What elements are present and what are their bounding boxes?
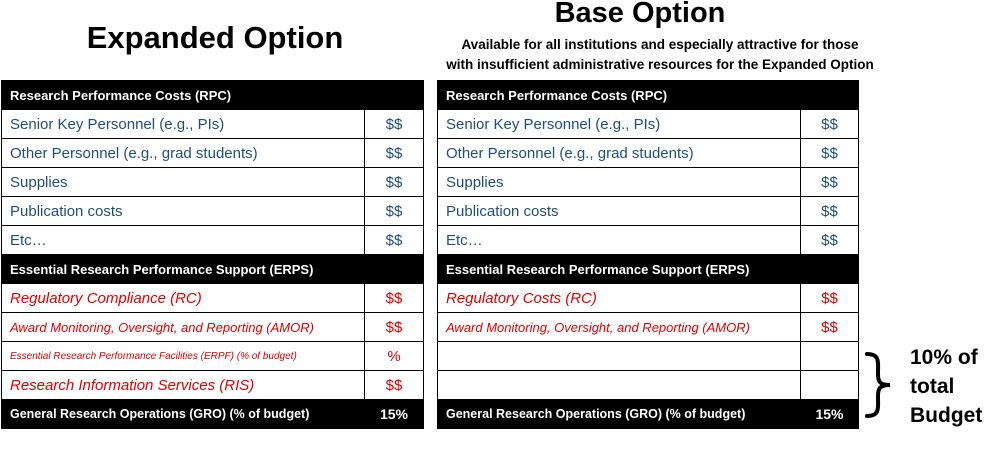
- table-row: Senior Key Personnel (e.g., PIs) $$: [437, 109, 860, 139]
- base-option-table: Research Performance Costs (RPC) Senior …: [436, 80, 860, 429]
- gro-label: General Research Operations (GRO) (% of …: [437, 399, 801, 429]
- table-row: Essential Research Performance Facilitie…: [1, 341, 425, 371]
- cost-label: Etc…: [1, 225, 365, 255]
- erps-header-row: Essential Research Performance Support (…: [0, 254, 425, 284]
- cost-value: %: [363, 341, 425, 371]
- rpc-header: Research Performance Costs (RPC): [0, 80, 425, 110]
- cost-value: $$: [363, 312, 425, 342]
- cost-label: [437, 370, 801, 400]
- erps-header: Essential Research Performance Support (…: [0, 254, 425, 284]
- cost-label: Supplies: [437, 167, 801, 197]
- cost-value: $$: [799, 109, 860, 139]
- budget-note: 10% of total Budget: [910, 343, 991, 430]
- cost-label: Etc…: [437, 225, 801, 255]
- cost-label: Other Personnel (e.g., grad students): [1, 138, 365, 168]
- table-row-empty: [437, 341, 860, 371]
- gro-row: General Research Operations (GRO) (% of …: [1, 399, 425, 429]
- cost-value: $$: [363, 109, 425, 139]
- table-row: Regulatory Compliance (RC) $$: [1, 283, 425, 313]
- cost-value: $$: [799, 312, 860, 342]
- cost-value: $$: [363, 225, 425, 255]
- table-row: Research Information Services (RIS) $$: [1, 370, 425, 400]
- cost-label: Publication costs: [437, 196, 801, 226]
- subtitle-line-1: Available for all institutions and espec…: [461, 37, 859, 52]
- table-row: Senior Key Personnel (e.g., PIs) $$: [1, 109, 425, 139]
- expanded-option-table: Research Performance Costs (RPC) Senior …: [0, 80, 425, 429]
- table-row: Award Monitoring, Oversight, and Reporti…: [1, 312, 425, 342]
- cost-label: Other Personnel (e.g., grad students): [437, 138, 801, 168]
- cost-value: $$: [363, 138, 425, 168]
- table-row: Other Personnel (e.g., grad students) $$: [437, 138, 860, 168]
- cost-label: Regulatory Compliance (RC): [1, 283, 365, 313]
- rpc-header-row: Research Performance Costs (RPC): [436, 80, 860, 110]
- cost-value: $$: [363, 283, 425, 313]
- table-row: Publication costs $$: [437, 196, 860, 226]
- gro-value: 15%: [363, 399, 425, 429]
- base-option-title: Base Option: [554, 0, 726, 29]
- table-row: Etc… $$: [1, 225, 425, 255]
- cost-label: Essential Research Performance Facilitie…: [1, 341, 365, 371]
- base-option-subtitle: Available for all institutions and espec…: [400, 35, 920, 75]
- cost-value: [799, 341, 860, 371]
- cost-value: $$: [799, 196, 860, 226]
- note-line-3: Budget: [910, 404, 983, 427]
- cost-value: $$: [799, 283, 860, 313]
- table-row: Supplies $$: [437, 167, 860, 197]
- cost-label: Research Information Services (RIS): [1, 370, 365, 400]
- note-line-1: 10% of: [910, 346, 978, 369]
- table-row: Other Personnel (e.g., grad students) $$: [1, 138, 425, 168]
- gro-label: General Research Operations (GRO) (% of …: [1, 399, 365, 429]
- rpc-header: Research Performance Costs (RPC): [436, 80, 860, 110]
- table-row-empty: [437, 370, 860, 400]
- erps-header-row: Essential Research Performance Support (…: [436, 254, 860, 284]
- table-row: Award Monitoring, Oversight, and Reporti…: [437, 312, 860, 342]
- note-line-2: total: [910, 375, 955, 398]
- cost-value: $$: [799, 167, 860, 197]
- cost-value: $$: [799, 225, 860, 255]
- table-row: Regulatory Costs (RC) $$: [437, 283, 860, 313]
- cost-value: $$: [363, 167, 425, 197]
- cost-value: [799, 370, 860, 400]
- gro-row: General Research Operations (GRO) (% of …: [437, 399, 860, 429]
- expanded-option-title: Expanded Option: [86, 20, 344, 55]
- cost-value: $$: [363, 370, 425, 400]
- cost-label: Publication costs: [1, 196, 365, 226]
- cost-label: Senior Key Personnel (e.g., PIs): [1, 109, 365, 139]
- cost-label: Supplies: [1, 167, 365, 197]
- cost-label: [437, 341, 801, 371]
- table-row: Etc… $$: [437, 225, 860, 255]
- table-row: Supplies $$: [1, 167, 425, 197]
- cost-value: $$: [363, 196, 425, 226]
- cost-label: Senior Key Personnel (e.g., PIs): [437, 109, 801, 139]
- erps-header: Essential Research Performance Support (…: [436, 254, 860, 284]
- gro-value: 15%: [799, 399, 860, 429]
- table-row: Publication costs $$: [1, 196, 425, 226]
- subtitle-line-2: with insufficient administrative resourc…: [446, 57, 874, 72]
- cost-value: $$: [799, 138, 860, 168]
- cost-label: Regulatory Costs (RC): [437, 283, 801, 313]
- rpc-header-row: Research Performance Costs (RPC): [0, 80, 425, 110]
- cost-label: Award Monitoring, Oversight, and Reporti…: [437, 312, 801, 342]
- cost-label: Award Monitoring, Oversight, and Reporti…: [1, 312, 365, 342]
- curly-brace-icon: [865, 352, 891, 418]
